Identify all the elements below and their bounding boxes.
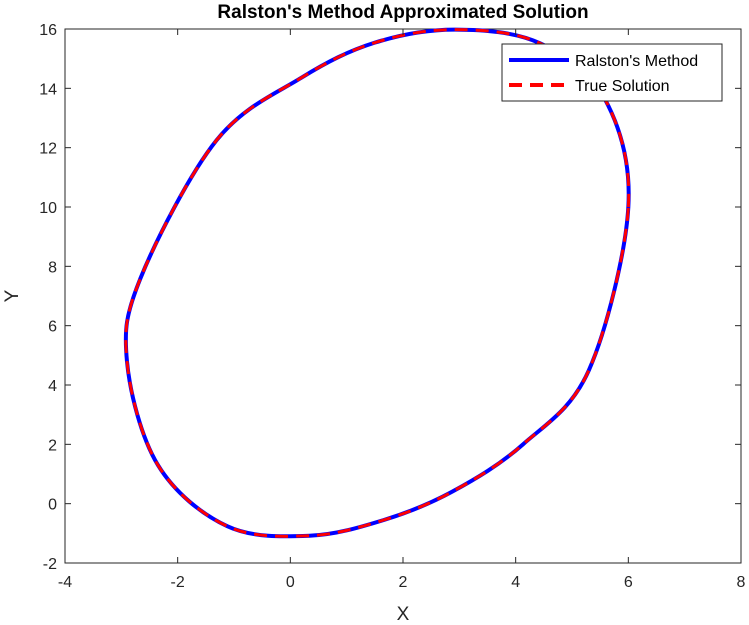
legend: Ralston's Method True Solution <box>501 43 723 102</box>
x-tick-label: -2 <box>171 574 185 591</box>
chart-title: Ralston's Method Approximated Solution <box>217 2 588 23</box>
x-axis-label: X <box>397 604 410 625</box>
y-tick-label: 2 <box>48 437 57 454</box>
x-tick-label: 2 <box>399 574 408 591</box>
legend-label-true: True Solution <box>575 78 670 95</box>
y-axis-label: Y <box>2 289 23 302</box>
y-tick-label: 10 <box>39 200 57 217</box>
y-tick-label: 6 <box>48 319 57 336</box>
x-tick-label: 4 <box>511 574 520 591</box>
axes-box <box>64 28 742 564</box>
x-tick-label: 0 <box>286 574 295 591</box>
y-tick-label: -2 <box>43 556 57 573</box>
y-tick-label: 14 <box>39 81 57 98</box>
y-tick-label: 12 <box>39 141 57 158</box>
x-tick-label: -4 <box>58 574 72 591</box>
legend-label-ralston: Ralston's Method <box>575 53 698 70</box>
plot-area <box>64 27 742 564</box>
x-tick-label: 6 <box>624 574 633 591</box>
y-tick-label: 0 <box>48 497 57 514</box>
y-tick-label: 16 <box>39 22 57 39</box>
y-tick-label: 8 <box>48 259 57 276</box>
x-tick-label: 8 <box>737 574 746 591</box>
y-tick-label: 4 <box>48 378 57 395</box>
series-line-true-solution <box>124 28 631 538</box>
legend-box <box>501 43 723 102</box>
